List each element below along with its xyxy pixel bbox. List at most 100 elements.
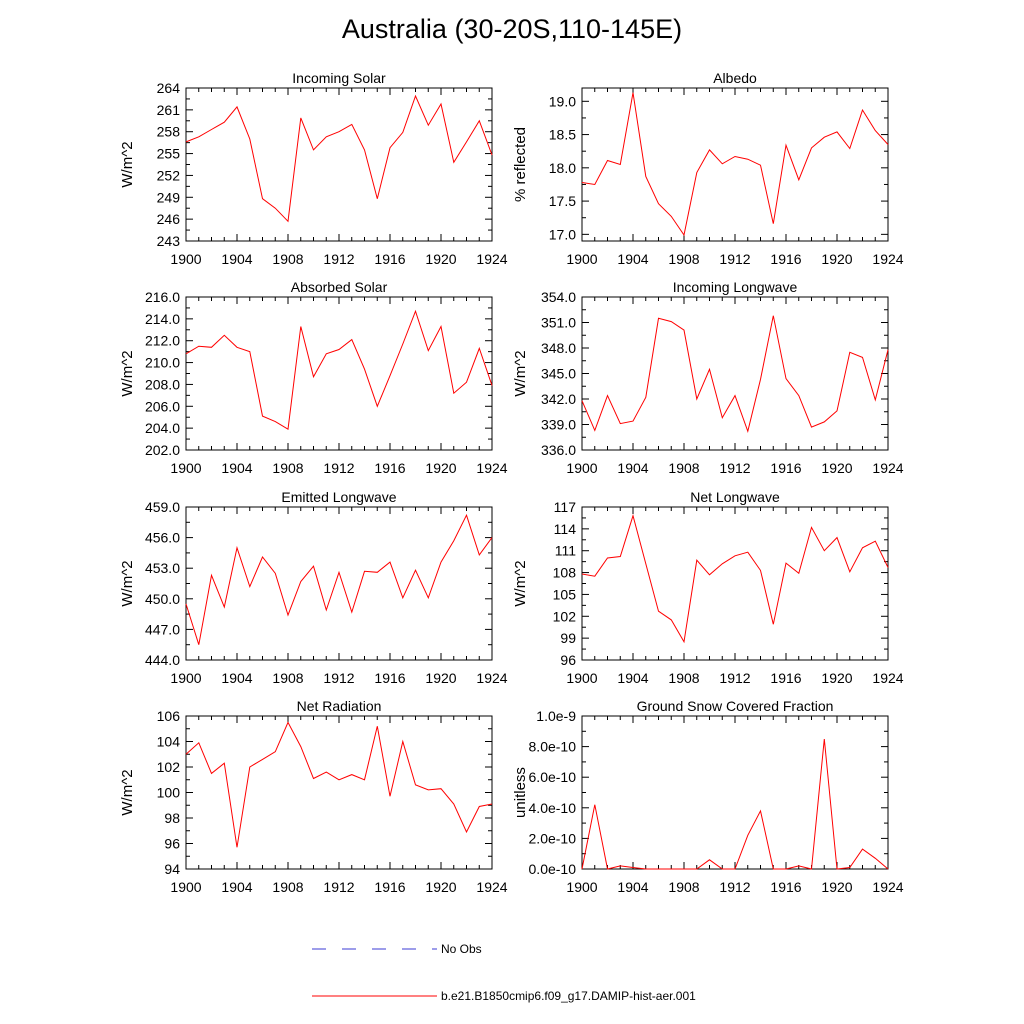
x-tick-label: 1916 [374,670,405,686]
y-tick-label: 345.0 [541,366,576,382]
x-tick-label: 1900 [170,251,201,267]
plot-frame [185,296,493,451]
x-tick-label: 1900 [566,879,597,895]
y-tick-label: 105 [553,586,577,602]
y-tick-label: 8.0e-10 [529,739,577,755]
y-axis-label: W/m^2 [119,769,136,815]
panel-title: Net Longwave [690,489,780,505]
panel-title: Emitted Longwave [281,489,396,505]
x-tick-label: 1904 [617,251,648,267]
x-tick-label: 1912 [719,460,750,476]
y-tick-label: 94 [164,861,180,877]
x-tick-label: 1904 [221,460,252,476]
y-tick-label: 453.0 [145,560,180,576]
series-line [581,315,889,434]
y-tick-label: 252 [157,167,181,183]
y-axis-label: % reflected [512,127,529,202]
y-tick-label: 108 [553,565,577,581]
x-tick-label: 1908 [272,670,303,686]
x-tick-label: 1908 [272,251,303,267]
figure-title: Australia (30-20S,110-145E) [341,14,683,44]
panel-1: Albedo 17.0 17.5 18.0 18.5 19.0 1900 1904 1908 19… [512,70,904,267]
x-tick-label: 1904 [617,879,648,895]
x-tick-label: 1920 [425,670,456,686]
y-tick-label: 102 [553,608,577,624]
x-tick-label: 1904 [617,670,648,686]
x-tick-label: 1908 [668,251,699,267]
y-tick-label: 456.0 [145,530,180,546]
x-tick-label: 1912 [323,879,354,895]
y-tick-label: 18.0 [549,160,576,176]
y-tick-label: 111 [555,543,576,559]
plot-frame [581,87,889,242]
y-tick-label: 255 [157,146,181,162]
x-tick-label: 1924 [872,460,903,476]
x-tick-label: 1924 [476,251,507,267]
panel-title: Net Radiation [297,698,382,714]
y-tick-label: 459.0 [145,499,180,515]
x-tick-label: 1912 [323,670,354,686]
x-tick-label: 1920 [821,460,852,476]
legend-model-label: b.e21.B1850cmip6.f09_g17.DAMIP-hist-aer.… [441,989,696,1003]
x-tick-label: 1908 [668,460,699,476]
y-tick-label: 342.0 [541,391,576,407]
series-line [185,513,493,645]
x-tick-label: 1916 [770,460,801,476]
panel-title: Absorbed Solar [291,279,388,295]
series-line [185,309,493,431]
y-tick-label: 243 [157,233,181,249]
y-tick-label: 214.0 [145,311,180,327]
x-tick-label: 1912 [719,670,750,686]
x-tick-label: 1900 [566,460,597,476]
x-tick-label: 1908 [668,670,699,686]
panel-2: Absorbed Solar 202.0 204.0 206.0 208.0 210.0 2… [119,279,508,476]
x-tick-label: 1924 [872,251,903,267]
panel-title: Incoming Longwave [673,279,798,295]
x-tick-label: 1916 [374,460,405,476]
x-tick-label: 1920 [821,879,852,895]
x-tick-label: 1908 [272,460,303,476]
y-axis-label: unitless [512,767,529,818]
y-tick-label: 264 [157,80,181,96]
y-tick-label: 17.5 [549,193,576,209]
y-axis-label: W/m^2 [512,560,529,606]
y-tick-label: 2.0e-10 [529,830,577,846]
y-tick-label: 204.0 [145,420,180,436]
y-tick-label: 4.0e-10 [529,800,577,816]
series-line [581,513,889,644]
y-tick-label: 212.0 [145,333,180,349]
y-tick-label: 99 [560,630,576,646]
x-tick-label: 1900 [170,460,201,476]
x-tick-label: 1924 [476,670,507,686]
panel-7: Ground Snow Covered Fraction 0.0e-10 2.0e-… [512,698,904,895]
y-tick-label: 104 [157,734,181,750]
panel-0: Incoming Solar 243 246 249 252 255 258 261 264 19… [119,70,508,267]
plot-frame [185,715,493,870]
x-tick-label: 1920 [425,251,456,267]
y-axis-label: W/m^2 [119,141,136,187]
y-tick-label: 18.5 [549,127,576,143]
plot-frame [581,296,889,451]
x-tick-label: 1900 [170,879,201,895]
y-tick-label: 202.0 [145,442,180,458]
y-axis-label: W/m^2 [119,560,136,606]
y-tick-label: 339.0 [541,417,576,433]
y-tick-label: 96 [560,652,576,668]
x-tick-label: 1904 [221,879,252,895]
legend-obs-label: No Obs [441,942,482,956]
plot-frame [185,87,493,242]
x-tick-label: 1912 [323,460,354,476]
x-tick-label: 1900 [566,670,597,686]
x-tick-label: 1908 [272,879,303,895]
x-tick-label: 1912 [719,879,750,895]
y-tick-label: 102 [157,759,181,775]
series-line [581,92,889,237]
series-line [185,721,493,848]
y-tick-label: 354.0 [541,289,576,305]
x-tick-label: 1920 [821,251,852,267]
y-tick-label: 258 [157,124,181,140]
y-axis-label: W/m^2 [119,350,136,396]
plot-frame [185,506,493,661]
y-tick-label: 348.0 [541,340,576,356]
